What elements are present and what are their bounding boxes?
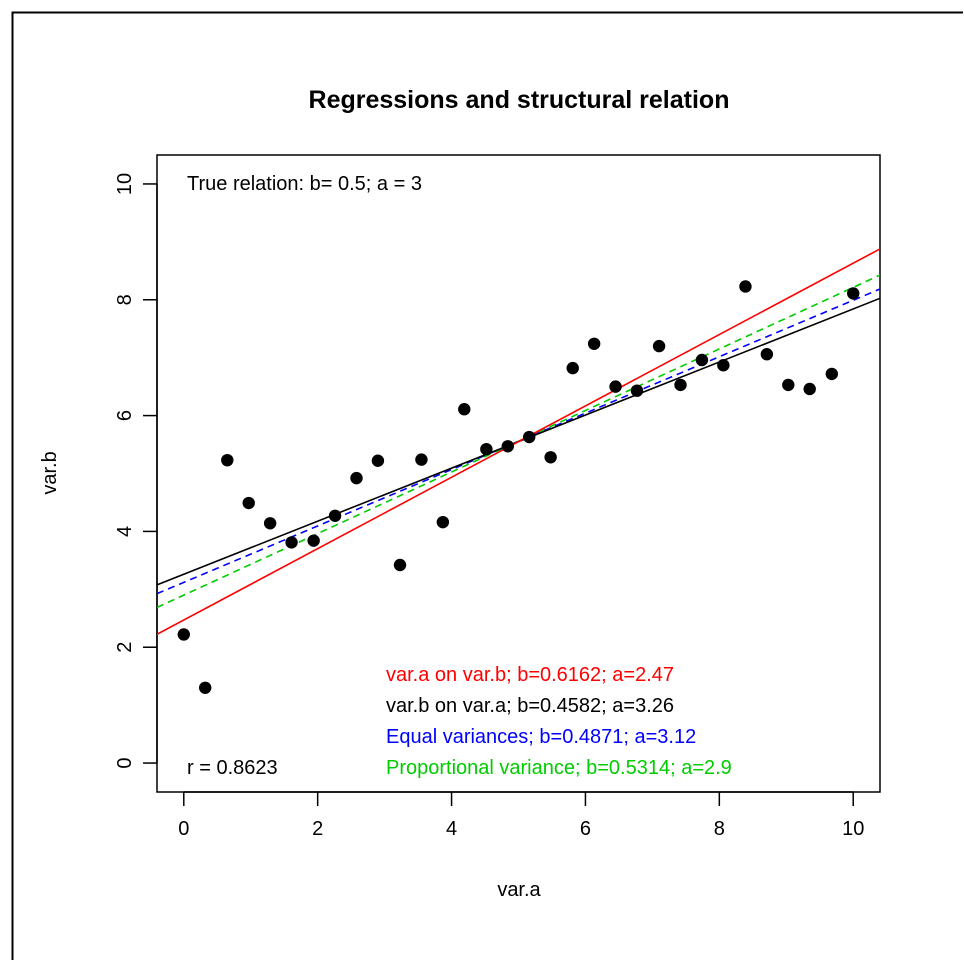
data-point: [652, 339, 666, 353]
y-tick-label: 6: [114, 410, 136, 421]
data-point: [609, 380, 622, 393]
y-axis: 0 2 4 6 8 10: [114, 173, 158, 769]
y-tick-label: 10: [114, 173, 136, 195]
legend-entry: Equal variances; b=0.4871; a=3.12: [386, 726, 696, 748]
data-point: [480, 442, 493, 456]
data-point: [221, 453, 234, 467]
data-point: [415, 453, 428, 466]
data-point: [307, 534, 320, 547]
data-point: [350, 471, 363, 485]
legend: var.a on var.b; b=0.6162; a=2.47 var.b on…: [386, 664, 732, 779]
data-point: [242, 496, 255, 510]
data-point: [674, 378, 687, 392]
data-point: [630, 384, 644, 397]
data-point: [695, 353, 709, 367]
true-relation-label: True relation: b= 0.5; a = 3: [187, 173, 422, 195]
data-point: [263, 517, 277, 530]
x-tick-label: 8: [714, 818, 725, 840]
data-point: [436, 515, 450, 529]
y-tick-label: 4: [114, 526, 136, 537]
data-point: [803, 382, 816, 396]
device-border: [11, 11, 963, 960]
legend-entry: var.a on var.b; b=0.6162; a=2.47: [386, 664, 674, 686]
x-axis: 0 2 4 6 8 10: [178, 791, 864, 840]
data-point: [825, 367, 838, 381]
x-tick-label: 4: [446, 818, 457, 840]
data-point: [458, 403, 471, 416]
data-point: [544, 451, 557, 464]
chart-title: Regressions and structural relation: [309, 86, 730, 114]
y-axis-title: var.b: [39, 451, 61, 494]
data-point: [847, 287, 860, 300]
correlation-label: r = 0.8623: [187, 757, 278, 779]
regression-line: [157, 288, 880, 595]
data-point: [523, 430, 536, 444]
data-point: [782, 378, 795, 392]
regression-line: [157, 248, 880, 635]
x-axis-title: var.a: [497, 879, 541, 901]
data-point: [717, 359, 730, 372]
data-point: [501, 440, 514, 453]
data-point: [328, 509, 342, 522]
data-point: [371, 454, 385, 467]
x-tick-label: 6: [580, 818, 591, 840]
data-point: [566, 361, 579, 375]
data-points: [177, 280, 860, 694]
y-tick-label: 0: [114, 757, 136, 768]
data-point: [177, 628, 190, 641]
regression-lines: [157, 248, 880, 635]
y-tick-label: 8: [114, 294, 136, 305]
y-tick-label: 2: [114, 642, 136, 653]
x-tick-label: 2: [312, 818, 323, 840]
legend-entry: var.b on var.a; b=0.4582; a=3.26: [386, 695, 674, 717]
data-point: [199, 681, 212, 694]
data-point: [760, 348, 774, 361]
x-tick-label: 0: [178, 818, 189, 840]
data-point: [587, 337, 601, 350]
legend-entry: Proportional variance; b=0.5314; a=2.9: [386, 757, 732, 779]
data-point: [393, 558, 407, 572]
data-point: [739, 280, 752, 293]
x-tick-label: 10: [842, 818, 864, 840]
data-point: [285, 536, 298, 549]
